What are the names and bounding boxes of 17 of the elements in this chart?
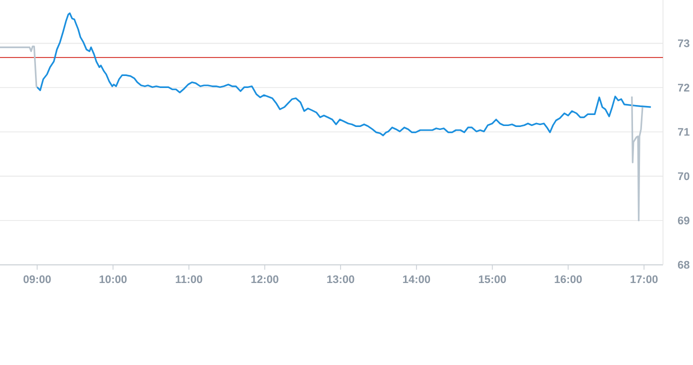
x-tick-label: 14:00	[403, 275, 430, 284]
x-tick-label: 17:00	[630, 275, 658, 284]
line-series	[631, 96, 644, 222]
x-tick-label: 10:00	[100, 275, 127, 284]
y-tick-label: 72	[678, 84, 690, 92]
x-tick-label: 15:00	[478, 275, 506, 284]
x-tick-label: 12:00	[251, 275, 278, 284]
y-tick-label: 70	[678, 172, 690, 180]
x-tick-label: 13:00	[327, 275, 354, 284]
x-tick-label: 11:00	[176, 275, 202, 284]
x-tick-label: 16:00	[554, 275, 582, 284]
line-series	[0, 46, 38, 88]
y-tick-label: 71	[678, 128, 690, 136]
y-tick-label: 68	[678, 260, 690, 269]
x-tick-label: 09:00	[24, 275, 51, 284]
y-tick-label: 73	[678, 39, 690, 48]
y-tick-label: 69	[678, 216, 690, 224]
